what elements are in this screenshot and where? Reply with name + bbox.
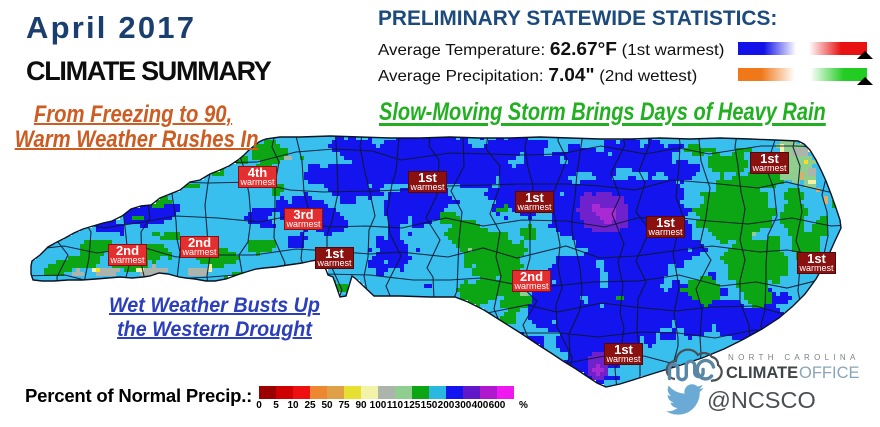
- svg-text:CLIMATE: CLIMATE: [726, 364, 798, 382]
- svg-text:NORTH CAROLINA: NORTH CAROLINA: [728, 353, 860, 362]
- svg-text:@NCSCO: @NCSCO: [707, 387, 816, 413]
- svg-text:OFFICE: OFFICE: [799, 364, 860, 382]
